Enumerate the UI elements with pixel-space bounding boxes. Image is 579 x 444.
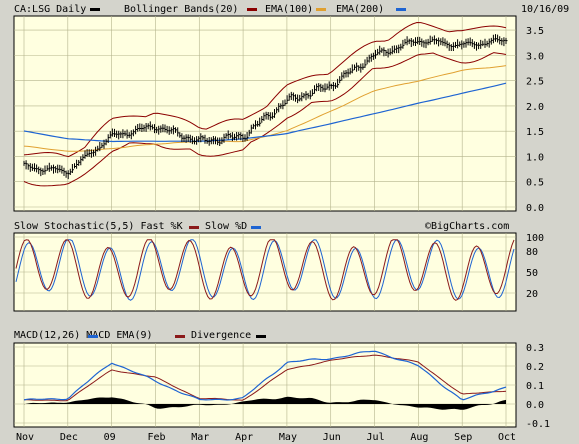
symbol-swatch [90,8,100,11]
legend-ema200-swatch [396,8,406,11]
legend-ema100-label: EMA(100) [265,4,313,15]
macd-divergence-swatch [256,335,266,338]
macd-y-axis: -0.1 0.0 0.1 0.2 0.3 [526,343,550,430]
x-tick-label: May [279,432,297,443]
price-y-tick-label: 3.5 [526,26,544,37]
macd-title: MACD(12,26) [14,330,80,341]
x-tick-label: Dec [60,432,78,443]
price-panel-background [13,15,517,212]
x-tick-label: Aug [410,432,428,443]
chart-date: 10/16/09 [521,4,569,15]
price-bars [23,34,508,180]
legend-ema200-label: EMA(200) [336,4,384,15]
macd-divergence-label: Divergence [191,330,251,341]
price-y-tick-label: 3.0 [526,51,544,62]
x-tick-label: Mar [191,432,209,443]
macd-y-tick-label: 0.0 [526,400,544,411]
price-y-axis: 0.0 0.5 1.0 1.5 2.0 2.5 3.0 3.5 [526,26,544,214]
macd-swatch [88,335,98,338]
symbol-label: CA:LSG Daily [14,4,86,15]
stochastic-fast-swatch [189,226,199,229]
x-axis: Nov Dec 09 Feb Mar Apr May Jun Jul Aug Sep Oct [16,432,516,443]
price-y-tick-label: 0.0 [526,203,544,214]
bollinger-lower-band [23,52,507,187]
price-y-tick-label: 1.5 [526,127,544,138]
stochastic-panel: Slow Stochastic(5,5) Fast %K Slow %D ©Bi… [13,221,544,312]
x-tick-label: Jul [367,432,385,443]
price-panel: 0.0 0.5 1.0 1.5 2.0 2.5 3.0 3.5 [13,15,544,214]
macd-y-tick-label: -0.1 [526,419,550,430]
price-y-tick-label: 0.5 [526,178,544,189]
macd-grid [14,343,516,427]
stochastic-fast-label: Fast %K [140,221,182,232]
x-tick-label: Oct [498,432,516,443]
stochastic-grid [14,233,516,311]
legend-ema100-swatch [316,8,326,11]
stochastic-slow-swatch [251,226,261,229]
stochastic-y-tick-label: 20 [526,289,538,300]
bollinger-upper-band [23,21,507,158]
x-tick-label: Jun [323,432,341,443]
x-tick-label: Nov [16,432,34,443]
x-tick-label: Feb [147,432,165,443]
watermark: ©BigCharts.com [425,221,509,232]
stochastic-slow-line [15,239,515,301]
x-tick-label: Apr [235,432,253,443]
stochastic-y-axis: 20 50 80 100 [526,233,544,300]
macd-ema-line [24,354,507,402]
price-y-tick-label: 1.0 [526,152,544,163]
legend-bollinger-label: Bollinger Bands(20) [124,4,238,15]
price-grid [14,16,516,211]
macd-label: MACD(12,26) MACD EMA(9) [14,330,153,341]
macd-y-tick-label: 0.3 [526,343,544,354]
x-tick-label: 09 [104,432,116,443]
stochastic-y-tick-label: 80 [526,247,538,258]
stochastic-title: Slow Stochastic(5,5) [14,221,134,232]
stochastic-slow-label: Slow %D [205,221,247,232]
macd-line [23,350,507,401]
legend-bollinger-swatch [247,8,257,11]
macd-y-tick-label: 0.2 [526,362,544,373]
macd-y-tick-label: 0.1 [526,381,544,392]
price-y-tick-label: 2.5 [526,77,544,88]
stochastic-y-tick-label: 100 [526,233,544,244]
x-tick-label: Sep [454,432,472,443]
price-y-tick-label: 2.0 [526,102,544,113]
stochastic-fast-line [15,239,515,301]
stochastic-y-tick-label: 50 [526,268,538,279]
stochastic-label: Slow Stochastic(5,5) Fast %K [14,221,183,232]
macd-divergence-histogram [24,396,506,410]
macd-ema-label: EMA(9) [116,330,152,341]
macd-line-label: MACD [86,330,110,341]
macd-ema-swatch [175,335,185,338]
macd-panel: MACD(12,26) MACD EMA(9) Divergence -0.1 0… [13,330,550,430]
